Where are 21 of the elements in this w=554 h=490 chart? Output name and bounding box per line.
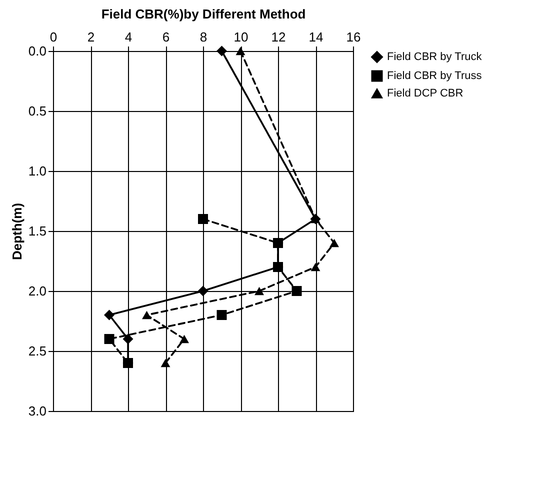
x-tick-label: 10	[234, 30, 248, 44]
legend-label: Field CBR by Truck	[387, 51, 482, 63]
x-tick-label: 6	[162, 30, 170, 44]
legend-label: Field CBR by Truss	[387, 70, 482, 82]
x-tick-label: 16	[346, 30, 361, 44]
legend-label: Field DCP CBR	[387, 88, 464, 100]
x-tick-label: 4	[124, 30, 132, 44]
y-tick-label: 0.0	[28, 44, 46, 58]
y-tick-label: 2.5	[28, 344, 46, 358]
y-axis-title: Depth(m)	[9, 202, 24, 260]
x-tick-label: 2	[87, 30, 95, 44]
y-tick-label: 1.0	[28, 164, 46, 178]
x-tick-label: 0	[50, 30, 58, 44]
y-tick-label: 0.5	[28, 104, 46, 118]
x-tick-label: 14	[308, 30, 324, 44]
y-tick-label: 3.0	[28, 404, 46, 418]
x-tick-label: 8	[200, 30, 208, 44]
y-tick-label: 1.5	[28, 224, 46, 238]
x-axis-title: Field CBR(%)by Different Method	[101, 6, 306, 22]
y-tick-label: 2.0	[28, 284, 46, 298]
x-tick-label: 12	[271, 30, 286, 44]
